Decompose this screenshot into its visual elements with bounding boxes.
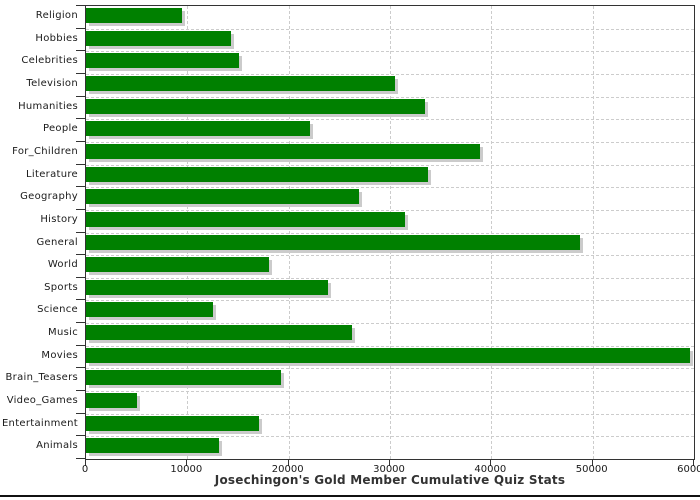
- gridline-category-boundary: [86, 413, 694, 415]
- value-axis-label-40000: 40000: [474, 464, 507, 475]
- gridline-category-boundary: [86, 232, 694, 234]
- bar-religion: [86, 8, 183, 23]
- gridline-category-boundary: [86, 368, 694, 370]
- category-label-celebrities: Celebrities: [21, 55, 78, 67]
- bar-video_games: [86, 393, 137, 409]
- bar-world: [86, 257, 270, 273]
- category-axis-tick: [76, 254, 85, 256]
- gridline-category-boundary: [86, 323, 694, 325]
- gridline-category-boundary: [86, 28, 694, 30]
- category-label-people: People: [42, 123, 78, 135]
- bar-general: [86, 234, 580, 250]
- gridline-category-boundary: [86, 119, 694, 121]
- category-label-literature: Literature: [26, 168, 78, 180]
- bar-music: [86, 325, 352, 341]
- bottom-border-line: [0, 495, 700, 497]
- bar-animals: [86, 438, 219, 454]
- bar-science: [86, 302, 213, 318]
- category-axis-tick: [76, 390, 85, 392]
- gridline-category-boundary: [86, 436, 694, 438]
- category-axis-tick: [76, 5, 85, 6]
- gridline-category-boundary: [86, 51, 694, 53]
- category-axis-tick: [76, 299, 85, 301]
- value-axis-label-0: 0: [81, 464, 89, 475]
- category-axis-tick: [76, 231, 85, 233]
- bar-geography: [86, 189, 359, 205]
- category-axis-tick: [76, 186, 85, 188]
- value-axis-tick-50000: [591, 460, 593, 466]
- chart-title: Josechingon's Gold Member Cumulative Qui…: [214, 473, 566, 487]
- category-axis-tick: [76, 367, 85, 369]
- category-axis-tick: [76, 276, 85, 278]
- gridline-category-boundary: [86, 141, 694, 143]
- category-label-movies: Movies: [41, 349, 78, 361]
- bar-humanities: [86, 98, 425, 114]
- category-label-geography: Geography: [20, 191, 78, 203]
- category-label-television: Television: [26, 77, 78, 89]
- gridline-category-boundary: [86, 300, 694, 302]
- bar-entertainment: [86, 415, 260, 431]
- value-axis-tick-40000: [490, 460, 492, 466]
- category-label-history: History: [40, 213, 78, 225]
- bar-hobbies: [86, 30, 231, 46]
- category-axis-tick: [76, 322, 85, 324]
- gridline-category-boundary: [86, 209, 694, 211]
- category-axis-tick: [76, 27, 85, 29]
- gridline-category-boundary: [86, 345, 694, 347]
- category-axis-tick: [76, 95, 85, 97]
- category-axis-tick: [76, 435, 85, 437]
- category-label-general: General: [36, 236, 78, 248]
- category-label-hobbies: Hobbies: [35, 32, 78, 44]
- gridline-category-boundary: [86, 73, 694, 75]
- bar-movies: [86, 347, 690, 363]
- bar-history: [86, 211, 406, 227]
- category-axis-tick: [76, 50, 85, 52]
- gridline-category-boundary: [86, 187, 694, 189]
- value-axis-tick-10000: [186, 460, 188, 466]
- category-label-world: World: [47, 259, 78, 271]
- gridline-category-boundary: [86, 391, 694, 393]
- category-axis-tick: [76, 163, 85, 165]
- category-label-entertainment: Entertainment: [1, 417, 78, 429]
- category-axis-tick: [76, 72, 85, 74]
- value-axis-label-20000: 20000: [271, 464, 304, 475]
- category-label-animals: Animals: [36, 440, 78, 452]
- gridline-category-boundary: [86, 96, 694, 98]
- category-label-sports: Sports: [44, 281, 78, 293]
- category-label-for_children: For_Children: [12, 145, 78, 157]
- category-label-brain_teasers: Brain_Teasers: [5, 372, 78, 384]
- category-label-science: Science: [37, 304, 78, 316]
- value-axis-tick-0: [85, 460, 86, 466]
- gridline-category-boundary: [86, 277, 694, 279]
- value-axis-label-30000: 30000: [373, 464, 405, 475]
- gridline-category-boundary: [86, 255, 694, 257]
- category-axis-tick: [76, 344, 85, 346]
- plot-area: [85, 5, 695, 460]
- category-axis-tick: [76, 412, 85, 414]
- value-axis-tick-30000: [389, 460, 390, 466]
- value-axis-label-60000: 60000: [677, 464, 700, 475]
- bar-sports: [86, 279, 329, 295]
- value-axis-label-50000: 50000: [575, 464, 608, 475]
- bar-people: [86, 121, 310, 137]
- value-axis-tick-60000: [693, 460, 694, 466]
- category-axis-tick: [76, 458, 85, 459]
- bar-literature: [86, 166, 428, 182]
- category-label-religion: Religion: [35, 10, 78, 21]
- category-label-humanities: Humanities: [18, 100, 78, 112]
- bar-celebrities: [86, 53, 239, 69]
- gridline-category-boundary: [86, 164, 694, 166]
- category-label-video_games: Video_Games: [6, 395, 78, 407]
- value-axis-tick-20000: [287, 460, 289, 466]
- category-axis-tick: [76, 140, 85, 142]
- category-axis-tick: [76, 118, 85, 120]
- bar-for_children: [86, 143, 481, 159]
- category-axis-tick: [76, 208, 85, 210]
- value-axis-label-10000: 10000: [170, 464, 203, 475]
- bar-brain_teasers: [86, 370, 281, 386]
- bar-television: [86, 75, 396, 91]
- category-label-music: Music: [48, 327, 78, 339]
